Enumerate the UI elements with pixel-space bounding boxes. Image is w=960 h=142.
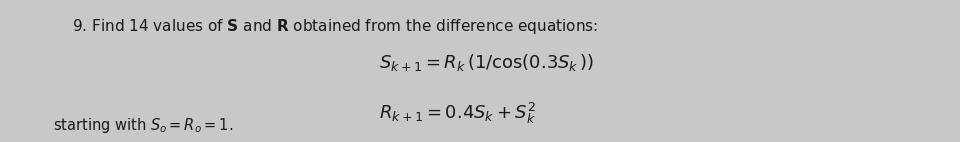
Text: 9. Find 14 values of $\mathbf{S}$ and $\mathbf{R}$ obtained from the difference : 9. Find 14 values of $\mathbf{S}$ and $\… [72, 17, 598, 36]
Text: $R_{k+1} = 0.4S_k + S_k^2$: $R_{k+1} = 0.4S_k + S_k^2$ [379, 101, 537, 126]
Text: starting with $S_o$$=$$R_o$$=$$1$.: starting with $S_o$$=$$R_o$$=$$1$. [53, 116, 233, 135]
Text: $S_{k+1} = R_k\,(1/\cos(0.3S_k\,))$: $S_{k+1} = R_k\,(1/\cos(0.3S_k\,))$ [379, 52, 594, 73]
